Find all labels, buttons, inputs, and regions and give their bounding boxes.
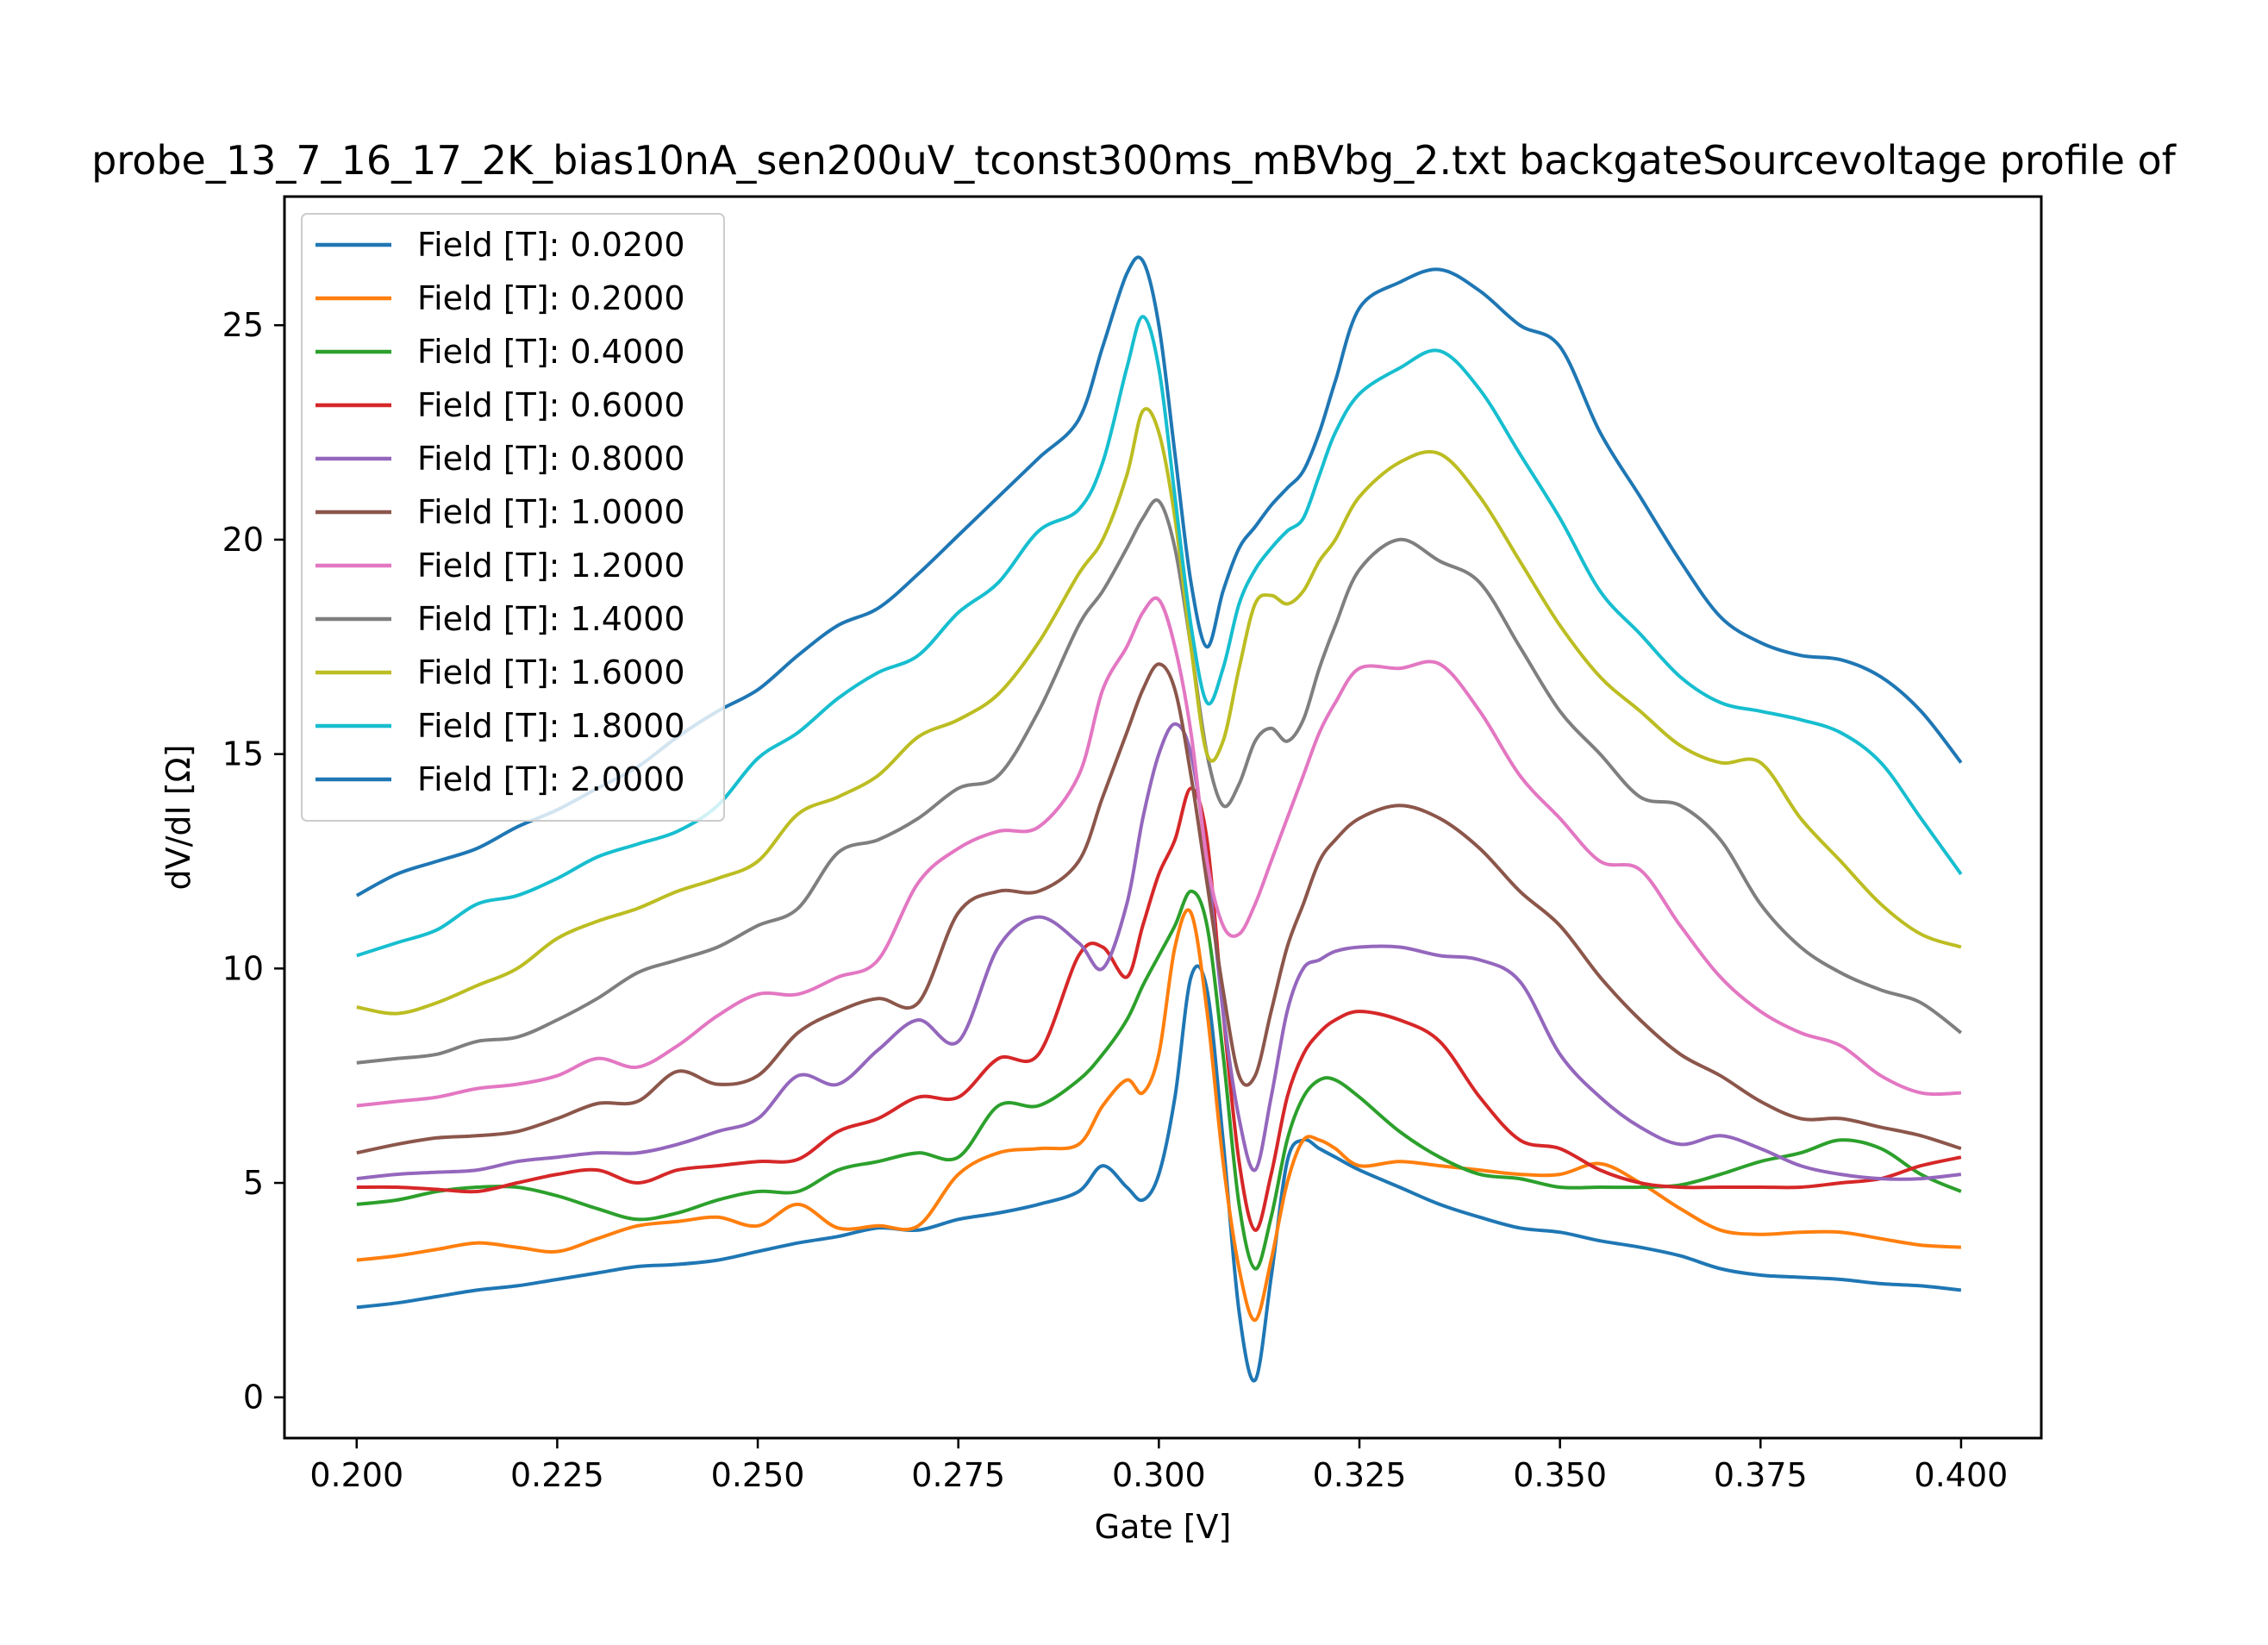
x-tick-label: 0.400 xyxy=(1915,1456,2009,1494)
legend-label: Field [T]: 1.6000 xyxy=(417,654,685,691)
series-line-5 xyxy=(356,662,1962,1155)
legend-label: Field [T]: 1.2000 xyxy=(417,547,685,585)
y-tick-label: 10 xyxy=(222,949,264,987)
y-tick-label: 5 xyxy=(243,1164,264,1202)
x-axis: 0.200 0.225 0.250 0.275 0.300 0.325 0.350 0.375… xyxy=(309,1438,2008,1494)
legend-label: Field [T]: 1.8000 xyxy=(417,707,685,745)
chart-title: probe_13_7_16_17_2K_bias10nA_sen200uV_tc… xyxy=(91,137,2177,184)
legend-label: Field [T]: 0.8000 xyxy=(417,440,685,478)
x-tick-label: 0.350 xyxy=(1513,1456,1607,1494)
legend-label: Field [T]: 1.4000 xyxy=(417,600,685,638)
y-tick-label: 15 xyxy=(222,735,264,773)
legend-label: Field [T]: 0.2000 xyxy=(417,279,685,317)
x-tick-label: 0.250 xyxy=(711,1456,805,1494)
legend-label: Field [T]: 1.0000 xyxy=(417,493,685,531)
series-line-2 xyxy=(356,889,1962,1271)
y-tick-label: 0 xyxy=(243,1379,264,1417)
x-tick-label: 0.375 xyxy=(1714,1456,1808,1494)
legend-label: Field [T]: 2.0000 xyxy=(417,760,685,798)
legend-label: Field [T]: 0.0200 xyxy=(417,226,685,264)
y-axis-label: dV/dI [Ω] xyxy=(159,744,197,890)
y-axis: 0 5 10 15 20 25 xyxy=(222,306,284,1417)
series-line-6 xyxy=(356,596,1961,1108)
x-tick-label: 0.325 xyxy=(1313,1456,1407,1494)
legend: Field [T]: 0.0200 Field [T]: 0.2000 Field … xyxy=(301,213,725,822)
legend-label: Field [T]: 0.4000 xyxy=(417,333,685,371)
x-tick-label: 0.300 xyxy=(1112,1456,1206,1494)
series-line-3 xyxy=(356,786,1962,1232)
plot-frame xyxy=(283,195,2043,1440)
series-line-1 xyxy=(356,908,1962,1323)
x-tick-label: 0.200 xyxy=(309,1456,403,1494)
series-line-0 xyxy=(356,964,1962,1383)
x-tick-label: 0.225 xyxy=(510,1456,604,1494)
y-tick-label: 25 xyxy=(222,306,264,344)
y-tick-label: 20 xyxy=(222,521,264,559)
x-tick-label: 0.275 xyxy=(911,1456,1005,1494)
legend-box xyxy=(301,213,725,822)
series-line-8 xyxy=(356,407,1962,1016)
x-axis-label: Gate [V] xyxy=(1095,1508,1232,1546)
legend-label: Field [T]: 0.6000 xyxy=(417,386,685,424)
